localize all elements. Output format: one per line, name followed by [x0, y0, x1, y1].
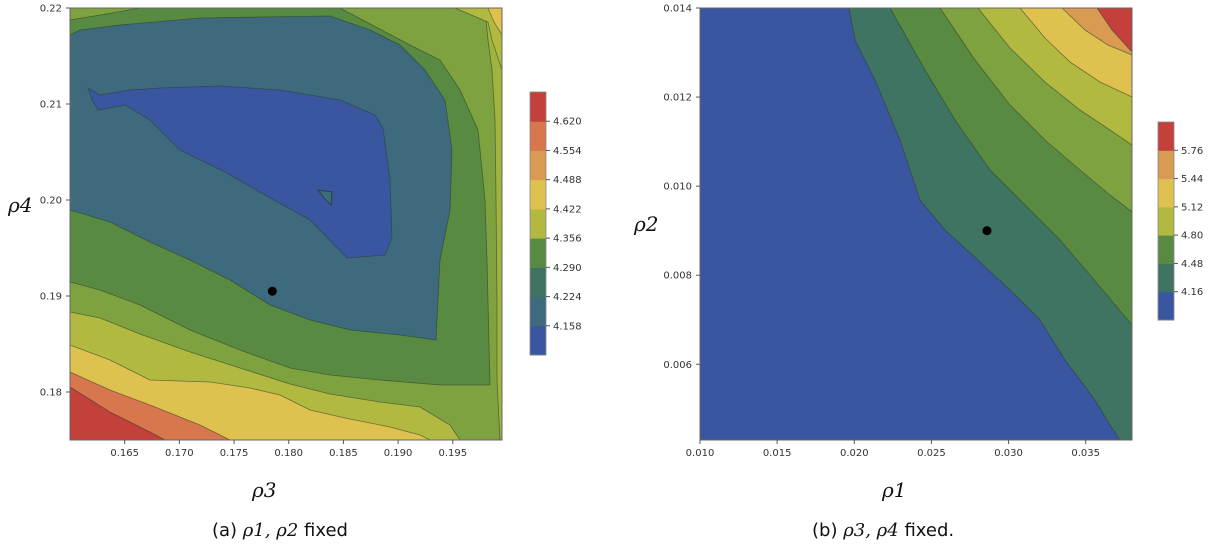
legend-level-label: 4.422: [553, 204, 582, 215]
legend-swatch: [1158, 178, 1174, 208]
x-tick-label: 0.170: [165, 448, 194, 459]
legend-swatch: [530, 179, 546, 210]
legend-level-label: 4.16: [1181, 287, 1203, 298]
legend-level-label: 4.158: [553, 321, 582, 332]
y-tick-label: 0.19: [40, 292, 62, 303]
legend-swatch: [1158, 291, 1174, 321]
chart-a-island-teal: [317, 189, 333, 206]
y-tick-label: 0.012: [663, 93, 692, 104]
y-tick-label: 0.20: [40, 196, 62, 207]
legend-swatch: [1158, 263, 1174, 293]
legend-swatch: [1158, 122, 1174, 151]
legend-frame: [529, 91, 547, 356]
chart-b-legend: 4.16 4.48 4.80 5.12 5.44 5.76: [1157, 121, 1203, 321]
x-tick-label: 0.020: [840, 448, 869, 459]
legend-swatch: [530, 238, 546, 268]
chart-b-x-label: ρ1: [881, 478, 906, 502]
x-tick-label: 0.025: [917, 448, 946, 459]
y-tick-label: 0.006: [663, 360, 692, 371]
legend-level-label: 4.80: [1181, 231, 1203, 242]
chart-b-y-label: ρ2: [633, 212, 658, 236]
chart-b: 0.010 0.015 0.020 0.025 0.030 0.035 0.0060.00…: [633, 4, 1203, 542]
x-tick-label: 0.015: [763, 448, 792, 459]
legend-level-label: 5.76: [1181, 146, 1203, 157]
chart-a-band-blue: [87, 85, 393, 259]
x-tick-label: 0.165: [110, 448, 139, 459]
chart-a-y-label: ρ4: [7, 193, 32, 217]
legend-swatch: [530, 267, 546, 298]
chart-a-plot-area: [69, 7, 503, 441]
y-tick-label: 0.18: [40, 388, 62, 399]
y-tick-label: 0.21: [40, 100, 62, 111]
y-tick-label: 0.014: [663, 4, 692, 15]
chart-b-frame: [699, 7, 1133, 441]
legend-level-label: 4.356: [553, 234, 582, 245]
x-tick-label: 0.190: [384, 448, 413, 459]
legend-level-label: 4.620: [553, 117, 582, 128]
x-tick-label: 0.175: [220, 448, 249, 459]
chart-a-caption: (a) ρ1, ρ2 fixed: [212, 520, 348, 541]
legend-swatch: [530, 121, 546, 151]
legend-swatch: [530, 208, 546, 239]
legend-level-label: 4.488: [553, 175, 582, 186]
x-tick-label: 0.030: [994, 448, 1023, 459]
chart-a-optimum-marker: [267, 286, 277, 296]
legend-frame: [1157, 121, 1175, 321]
chart-b-caption: (b) ρ3, ρ4 fixed.: [812, 520, 954, 541]
x-tick-label: 0.010: [686, 448, 715, 459]
legend-swatch: [1158, 206, 1174, 236]
chart-b-x-axis: 0.010 0.015 0.020 0.025 0.030 0.035: [686, 440, 1100, 459]
legend-swatch: [530, 296, 546, 327]
chart-a-y-axis: 0.18 0.19 0.20 0.21 0.22: [40, 4, 70, 399]
chart-a-frame: [69, 7, 503, 441]
legend-swatch: [530, 150, 546, 181]
legend-swatch: [530, 92, 546, 122]
legend-level-label: 4.224: [553, 292, 582, 303]
chart-b-y-axis: 0.006 0.008 0.010 0.012 0.014: [663, 4, 700, 371]
legend-level-label: 4.48: [1181, 259, 1203, 270]
chart-b-optimum-marker: [982, 226, 992, 236]
legend-swatch: [530, 325, 546, 356]
x-tick-label: 0.180: [274, 448, 303, 459]
chart-a-x-label: ρ3: [251, 478, 276, 502]
legend-level-label: 5.44: [1181, 174, 1203, 185]
chart-a-x-axis: 0.165 0.170 0.175 0.180 0.185 0.190 0.195: [110, 440, 467, 459]
chart-b-plot-area: [699, 7, 1133, 441]
x-tick-label: 0.185: [329, 448, 358, 459]
chart-a: 0.165 0.170 0.175 0.180 0.185 0.190 0.195 0.18…: [7, 4, 582, 542]
legend-swatch: [1158, 150, 1174, 180]
legend-swatch: [1158, 235, 1174, 264]
x-tick-label: 0.195: [438, 448, 467, 459]
y-tick-label: 0.22: [40, 4, 62, 15]
chart-a-legend: 4.158 4.224 4.290 4.356 4.422 4.488 4.554 4.620: [529, 91, 582, 356]
y-tick-label: 0.010: [663, 182, 692, 193]
x-tick-label: 0.035: [1071, 448, 1100, 459]
legend-level-label: 4.290: [553, 263, 582, 274]
y-tick-label: 0.008: [663, 271, 692, 282]
legend-level-label: 5.12: [1181, 202, 1203, 213]
legend-level-label: 4.554: [553, 146, 582, 157]
